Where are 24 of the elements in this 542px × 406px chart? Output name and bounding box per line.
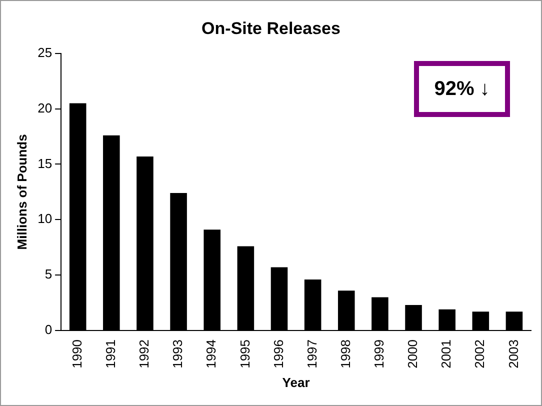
x-tick-label: 1993 xyxy=(170,339,186,368)
y-tick-label: 25 xyxy=(38,44,52,60)
x-tick-label: 2001 xyxy=(438,339,454,368)
x-tick-label: 1994 xyxy=(204,339,219,368)
x-tick-label: 1991 xyxy=(102,339,118,368)
x-tick-label: 2000 xyxy=(405,339,420,368)
x-tick-label: 1999 xyxy=(372,339,387,368)
x-tick-label: 1996 xyxy=(270,339,286,368)
y-tick-label: 20 xyxy=(38,100,52,116)
y-tick-label: 0 xyxy=(44,322,52,338)
x-tick-label: 1995 xyxy=(237,339,252,368)
x-axis-title: Year xyxy=(282,374,310,390)
x-tick-label: 1992 xyxy=(136,339,152,368)
x-tick-label: 2002 xyxy=(472,339,488,368)
y-tick-label: 10 xyxy=(38,211,52,226)
x-tick-label: 1997 xyxy=(304,339,320,368)
x-tick-label: 1998 xyxy=(338,339,353,368)
chart-title: On-Site Releases xyxy=(202,18,340,38)
y-axis-title: Millions of Pounds xyxy=(14,134,30,250)
y-tick-label: 5 xyxy=(44,266,52,282)
callout-box: 92% ↓ xyxy=(414,61,510,117)
x-tick-label: 2003 xyxy=(506,339,521,368)
x-tick-label: 1990 xyxy=(69,339,84,368)
y-tick-label: 15 xyxy=(38,156,52,171)
